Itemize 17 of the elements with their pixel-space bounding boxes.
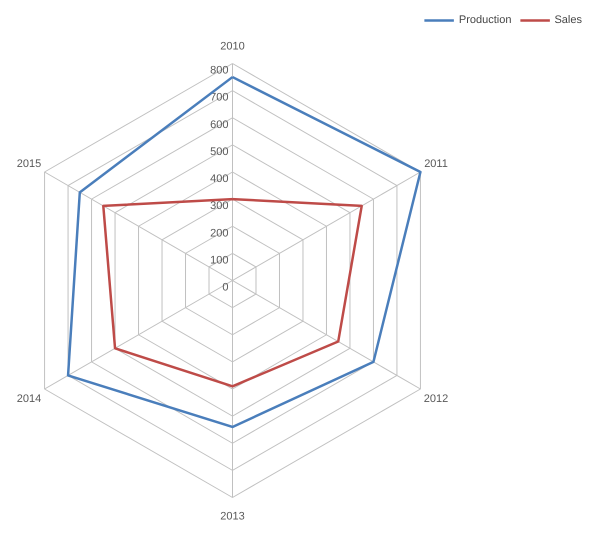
y-tick-label: 0	[222, 282, 229, 294]
spoke-label: 2011	[424, 158, 448, 170]
y-tick-label: 100	[210, 254, 229, 266]
legend-label: Production	[458, 14, 512, 26]
spoke-label: 2013	[220, 510, 245, 522]
y-tick-label: 200	[210, 227, 229, 240]
spoke-label: 2015	[16, 158, 42, 170]
y-tick-label: 800	[210, 64, 229, 76]
y-tick-label: 600	[210, 118, 229, 131]
y-tick-label: 400	[210, 173, 229, 185]
y-tick-label: 500	[210, 146, 229, 158]
spoke-label: 2012	[424, 393, 448, 405]
legend-label: Sales	[554, 14, 582, 26]
y-tick-label: 300	[210, 200, 229, 212]
spoke-label: 2010	[220, 40, 245, 52]
y-tick-label: 700	[210, 92, 229, 104]
spoke-label: 2014	[16, 393, 42, 405]
